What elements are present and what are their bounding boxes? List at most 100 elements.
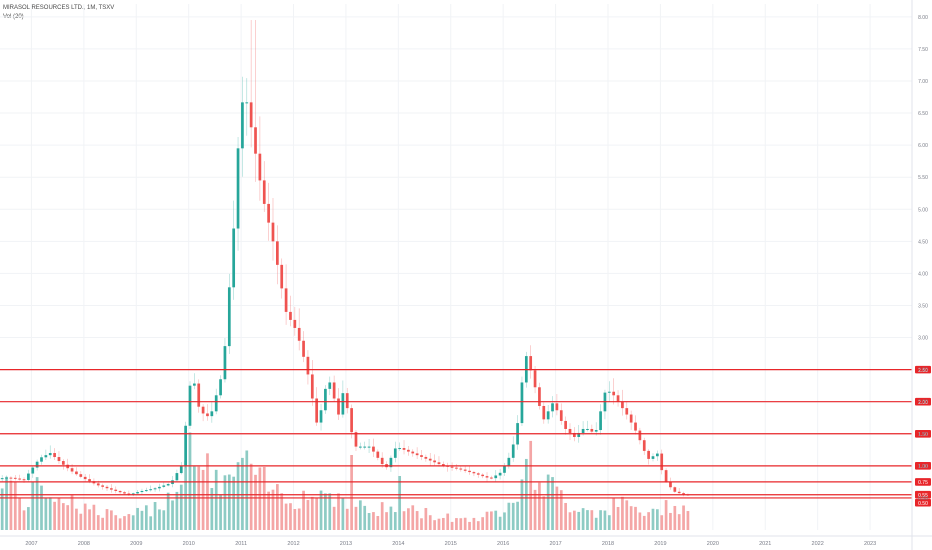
candle-up — [44, 455, 48, 458]
candle-down — [450, 466, 454, 468]
candle-down — [573, 432, 576, 437]
volume-bar — [647, 512, 650, 530]
volume-bar — [31, 482, 35, 530]
candle-down — [276, 241, 279, 265]
volume-bar — [437, 518, 441, 530]
volume-bar — [677, 514, 681, 530]
level-price-label: 0.50 — [918, 501, 928, 507]
volume-bar — [568, 512, 572, 530]
volume-bar — [48, 497, 52, 530]
volume-bar — [96, 515, 100, 530]
volume-bar — [551, 477, 554, 530]
candle-up — [520, 382, 524, 424]
candle-down — [564, 420, 567, 429]
volume-bar — [529, 440, 533, 530]
candle-up — [0, 478, 4, 480]
level-price-label: 1.50 — [918, 432, 928, 438]
y-tick-label: 7.50 — [918, 47, 928, 53]
candle-down — [555, 403, 559, 411]
volume-bar — [249, 463, 253, 530]
candle-down — [66, 464, 70, 469]
volume-bar — [236, 462, 240, 530]
volume-bar — [214, 469, 218, 530]
candle-down — [669, 481, 672, 488]
volume-bar — [393, 512, 397, 530]
volume-bar — [166, 492, 170, 530]
candle-down — [332, 382, 336, 399]
candle-down — [337, 398, 340, 415]
candle-down — [254, 127, 257, 154]
candle-up — [223, 346, 227, 380]
candle-down — [616, 395, 620, 402]
volume-bar — [53, 501, 56, 530]
candle-down — [459, 468, 463, 470]
x-tick-label: 2016 — [497, 541, 509, 547]
candle-up — [140, 490, 144, 493]
candle-up — [232, 228, 236, 288]
y-tick-label: 8.00 — [918, 15, 928, 21]
level-price-label-bg — [915, 490, 931, 499]
x-tick-label: 2023 — [864, 541, 876, 547]
volume-bar — [664, 500, 668, 530]
volume-bar — [420, 518, 423, 530]
level-price-label: 0.55 — [918, 493, 928, 499]
candle-down — [664, 470, 668, 482]
candle-down — [428, 458, 432, 461]
volume-bar — [9, 480, 13, 530]
candle-down — [647, 450, 650, 459]
volume-bar — [44, 497, 48, 530]
candle-up — [40, 457, 43, 462]
volume-bar — [682, 505, 685, 530]
volume-bar — [511, 502, 515, 530]
volume-bar — [363, 505, 367, 530]
volume-bar — [101, 517, 104, 530]
candle-down — [463, 469, 467, 471]
volume-bar — [367, 513, 371, 530]
volume-bar — [319, 490, 323, 530]
volume-bar — [83, 503, 87, 530]
volume-bar — [490, 511, 493, 530]
candle-up — [507, 457, 511, 466]
y-tick-label: 2.50 — [918, 368, 928, 374]
volume-bar — [144, 505, 148, 530]
volume-bar — [140, 510, 144, 530]
candle-up — [367, 446, 371, 448]
candle-down — [468, 470, 471, 473]
candle-up — [179, 465, 183, 474]
volume-bar — [354, 506, 358, 530]
candle-up — [48, 453, 52, 456]
volume-bar — [105, 509, 109, 530]
y-tick-label: 6.50 — [918, 111, 928, 117]
volume-bar — [254, 474, 257, 530]
y-tick-label: 0.50 — [918, 496, 928, 502]
volume-bar — [310, 496, 314, 530]
volume-bar — [341, 498, 345, 530]
candle-down — [114, 489, 118, 491]
candle-up — [503, 465, 506, 473]
candle-down — [380, 457, 384, 465]
y-tick-label: 1.00 — [918, 464, 928, 470]
volume-bar — [5, 476, 8, 530]
volume-bar — [669, 512, 672, 530]
volume-bar — [459, 518, 463, 530]
candle-up — [144, 490, 148, 492]
volume-bar — [538, 482, 541, 530]
candle-up — [581, 428, 585, 433]
volume-bar — [612, 498, 616, 530]
volume-bar — [131, 515, 135, 530]
candle-down — [568, 428, 572, 433]
candle-up — [398, 448, 402, 450]
candle-down — [310, 374, 314, 399]
volume-bar — [634, 506, 637, 530]
candle-down — [293, 319, 297, 328]
y-tick-label: 6.00 — [918, 143, 928, 149]
volume-bar — [110, 510, 113, 530]
level-price-label-bg — [915, 429, 931, 438]
candle-down — [642, 440, 646, 451]
candle-up — [363, 446, 367, 448]
symbol-title: MIRASOL RESOURCES LTD., 1M, TSXV — [3, 5, 115, 11]
volume-bar — [184, 460, 187, 530]
x-tick-label: 2017 — [549, 541, 561, 547]
x-tick-label: 2014 — [392, 541, 404, 547]
